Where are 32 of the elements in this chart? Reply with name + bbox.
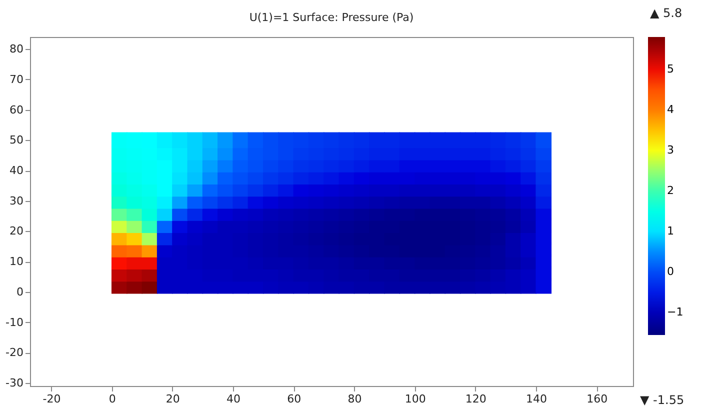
y-tick-label: 60 <box>10 103 24 116</box>
color-bar-label: 2 <box>667 184 674 198</box>
y-tick-label: 20 <box>10 224 24 238</box>
y-tick-label: 40 <box>10 164 24 178</box>
x-tick-label: -20 <box>42 392 61 406</box>
y-tick-label: -20 <box>6 346 24 360</box>
y-tick-label: 30 <box>10 194 24 208</box>
x-tick-label: 80 <box>348 392 362 406</box>
text: ▲ 5.8 <box>650 6 682 20</box>
x-tick-label: 60 <box>287 392 302 406</box>
x-tick-label: 20 <box>166 392 180 406</box>
y-tick-label: -30 <box>6 376 24 390</box>
x-tick-label: 140 <box>526 392 548 406</box>
color-bar-label: 3 <box>667 144 674 157</box>
color-bar-label: 1 <box>667 224 674 238</box>
x-tick-label: 160 <box>586 392 608 406</box>
color-bar-label: 0 <box>667 265 674 278</box>
color-bar-label: 5 <box>667 62 674 76</box>
text: ▼ -1.55 <box>640 393 684 407</box>
color-bar-label: 4 <box>667 102 674 116</box>
y-tick-label: 80 <box>10 42 24 56</box>
y-tick-label: 70 <box>10 72 24 86</box>
y-tick-label: 50 <box>10 134 24 147</box>
y-tick-label: 10 <box>10 255 24 268</box>
color-bar-label: −1 <box>667 306 684 319</box>
x-tick-label: 120 <box>465 392 486 406</box>
x-tick-label: 0 <box>108 392 116 406</box>
x-tick-label: 40 <box>226 392 241 406</box>
y-tick-label: -10 <box>6 316 24 329</box>
chart-title: U(1)=1 Surface: Pressure (Pa) <box>249 11 414 24</box>
x-tick-label: 100 <box>404 392 426 406</box>
y-tick-label: 0 <box>16 285 24 298</box>
